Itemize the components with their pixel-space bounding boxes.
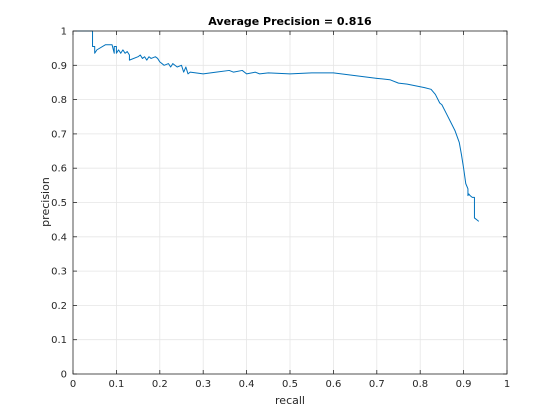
y-tick-label: 0.5: [51, 198, 67, 209]
x-tick-label: 1: [504, 379, 510, 390]
series-layer: [73, 30, 480, 222]
precision-recall-curve: [73, 30, 480, 222]
y-tick-label: 0.8: [51, 95, 67, 106]
x-tick-label: 0.5: [282, 379, 298, 390]
x-axis-label: recall: [275, 394, 305, 407]
y-tick-label: 1: [61, 27, 67, 38]
y-tick-label: 0.6: [51, 164, 67, 175]
y-tick-label: 0.7: [51, 129, 67, 140]
chart-title: Average Precision = 0.816: [208, 15, 372, 28]
y-tick-label: 0.9: [51, 61, 67, 72]
y-tick-labels: 0 0.1 0.2 0.3 0.4 0.5 0.6 0.7 0.8 0.9 1: [51, 27, 67, 381]
x-tick-label: 0.6: [325, 379, 341, 390]
x-tick-label: 0: [70, 379, 76, 390]
y-tick-label: 0.1: [51, 335, 67, 346]
x-tick-label: 0.7: [369, 379, 385, 390]
x-tick-labels: 0 0.1 0.2 0.3 0.4 0.5 0.6 0.7 0.8 0.9 1: [70, 379, 510, 390]
y-tick-label: 0.3: [51, 267, 67, 278]
x-tick-label: 0.9: [456, 379, 472, 390]
x-tick-label: 0.2: [152, 379, 168, 390]
x-tick-label: 0.4: [239, 379, 255, 390]
grid-lines: [73, 31, 507, 374]
x-tick-label: 0.1: [108, 379, 124, 390]
tick-marks: [72, 30, 508, 375]
x-tick-label: 0.3: [195, 379, 211, 390]
x-tick-label: 0.8: [412, 379, 428, 390]
y-axis-label: precision: [39, 177, 52, 227]
y-tick-label: 0.2: [51, 301, 67, 312]
y-tick-label: 0: [61, 370, 67, 381]
y-tick-label: 0.4: [51, 232, 67, 243]
